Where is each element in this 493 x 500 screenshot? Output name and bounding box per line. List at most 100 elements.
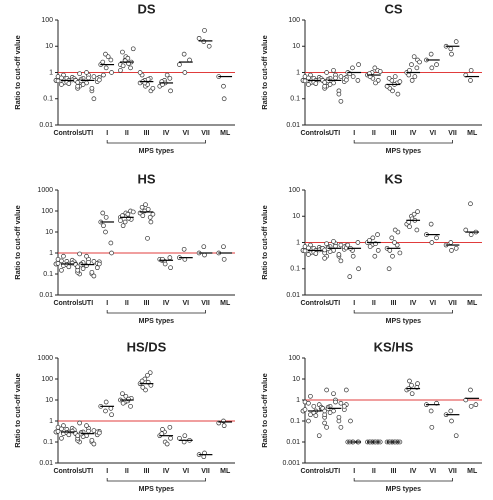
y-tick-label: 1: [49, 69, 53, 76]
data-point: [89, 85, 95, 91]
data-point: [392, 227, 398, 233]
x-tick-label: III: [144, 468, 150, 475]
mps-bracket: [106, 140, 206, 144]
mps-bracket: [106, 310, 206, 314]
data-point: [306, 400, 311, 406]
data-point: [331, 239, 336, 244]
data-point: [91, 441, 97, 447]
data-point: [324, 70, 329, 75]
data-point: [316, 433, 322, 439]
x-tick-label: IV: [163, 468, 170, 475]
data-point: [91, 259, 97, 264]
data-point: [468, 387, 473, 393]
data-point: [355, 78, 361, 83]
mps-bracket: [353, 478, 453, 482]
data-point: [61, 253, 66, 259]
y-tick-label: 0.1: [43, 96, 53, 103]
data-point: [140, 213, 146, 219]
data-point: [84, 253, 89, 259]
y-axis-label: Ratio to cut-off value: [260, 205, 269, 280]
x-tick-label: ML: [220, 130, 231, 137]
data-point: [453, 433, 459, 439]
y-tick-label: 0.1: [290, 418, 300, 425]
y-tick-label: 0.1: [290, 96, 300, 103]
data-point: [80, 82, 86, 87]
data-point: [168, 88, 173, 94]
data-point: [322, 408, 328, 414]
data-point: [375, 248, 381, 253]
data-point: [429, 240, 435, 245]
x-tick-label: ML: [467, 130, 478, 137]
x-tick-label: UTI: [82, 468, 93, 475]
data-point: [338, 424, 344, 430]
data-point: [59, 82, 64, 87]
data-point: [182, 433, 188, 439]
data-point: [55, 78, 61, 84]
data-point: [428, 221, 434, 227]
data-point: [148, 219, 154, 225]
data-point: [75, 83, 81, 89]
data-point: [150, 85, 156, 91]
data-point: [338, 98, 344, 104]
x-tick-label: II: [372, 468, 376, 475]
data-point: [201, 454, 207, 460]
x-tick-label: Controls: [53, 300, 82, 307]
x-tick-label: VII: [201, 300, 210, 307]
data-point: [448, 408, 454, 414]
y-tick-label: 10: [292, 376, 300, 383]
data-point: [397, 250, 403, 256]
data-point: [411, 54, 417, 60]
data-point: [313, 81, 319, 86]
x-tick-label: ML: [220, 300, 231, 307]
data-point: [336, 91, 342, 97]
data-point: [89, 437, 95, 443]
data-point: [59, 435, 64, 441]
data-point: [77, 251, 82, 257]
data-point: [415, 381, 420, 387]
data-point: [453, 39, 459, 44]
data-point: [308, 393, 313, 399]
data-point: [331, 391, 336, 397]
data-point: [103, 65, 109, 71]
data-point: [160, 427, 165, 432]
data-point: [302, 78, 308, 84]
y-tick-label: 10: [45, 397, 53, 404]
data-point: [350, 253, 356, 259]
data-point: [150, 211, 156, 217]
data-point: [306, 82, 311, 87]
data-point: [409, 78, 415, 83]
data-point: [333, 243, 338, 249]
data-point: [128, 65, 133, 71]
data-point: [407, 378, 412, 384]
data-point: [313, 413, 319, 418]
data-point: [59, 258, 64, 264]
x-group-label: MPS types: [386, 148, 422, 155]
y-tick-label: 1000: [37, 187, 53, 194]
panel-title: HS: [137, 171, 155, 186]
x-tick-label: I: [106, 130, 108, 137]
data-point: [66, 264, 72, 270]
x-tick-label: I: [106, 300, 108, 307]
data-point: [120, 400, 126, 406]
data-point: [196, 35, 202, 41]
y-axis-label: Ratio to cut-off value: [13, 205, 22, 280]
data-point: [59, 267, 64, 273]
x-tick-label: III: [144, 300, 150, 307]
data-point: [221, 256, 227, 262]
data-point: [343, 77, 349, 83]
data-point: [373, 80, 378, 86]
x-tick-label: II: [372, 130, 376, 137]
data-point: [468, 78, 473, 83]
x-tick-label: IV: [410, 468, 417, 475]
data-point: [147, 370, 153, 376]
x-tick-label: UTI: [329, 300, 340, 307]
data-point: [407, 224, 412, 230]
data-point: [103, 408, 108, 414]
y-tick-label: 1000: [37, 355, 53, 362]
data-point: [109, 250, 114, 256]
data-point: [105, 54, 111, 60]
data-point: [128, 403, 133, 409]
x-group-label: MPS types: [139, 486, 175, 493]
x-tick-label: Controls: [53, 130, 82, 137]
y-tick-label: 100: [288, 187, 300, 194]
